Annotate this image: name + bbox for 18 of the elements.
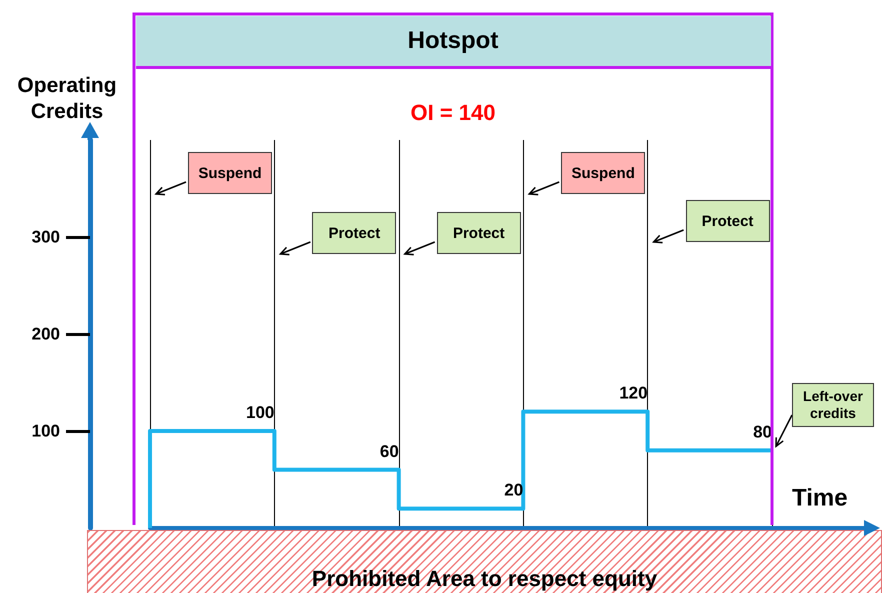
y-tick-label: 100 [32, 422, 60, 440]
data-label: 60 [380, 442, 399, 461]
text: Prohibited Area to respect equity [310, 564, 658, 593]
data-label: 120 [619, 384, 648, 403]
annotation: Left-over credits [792, 383, 874, 427]
annotation: Suspend [188, 152, 272, 194]
y-tick-label: 300 [32, 228, 60, 246]
annotation: Suspend [561, 152, 646, 194]
annotation: Protect [312, 212, 396, 254]
y-axis-title: Operating Credits [16, 73, 118, 125]
data-label: 80 [753, 422, 772, 442]
annotation: Protect [686, 200, 770, 242]
y-tick-label: 200 [32, 324, 60, 344]
chart-subtitle: OI = 140 [409, 98, 496, 126]
data-label: 100 [246, 403, 274, 422]
chart-title: Hotspot [136, 16, 770, 68]
annotation: Protect [436, 212, 521, 254]
x-axis-title: Time [792, 484, 848, 512]
